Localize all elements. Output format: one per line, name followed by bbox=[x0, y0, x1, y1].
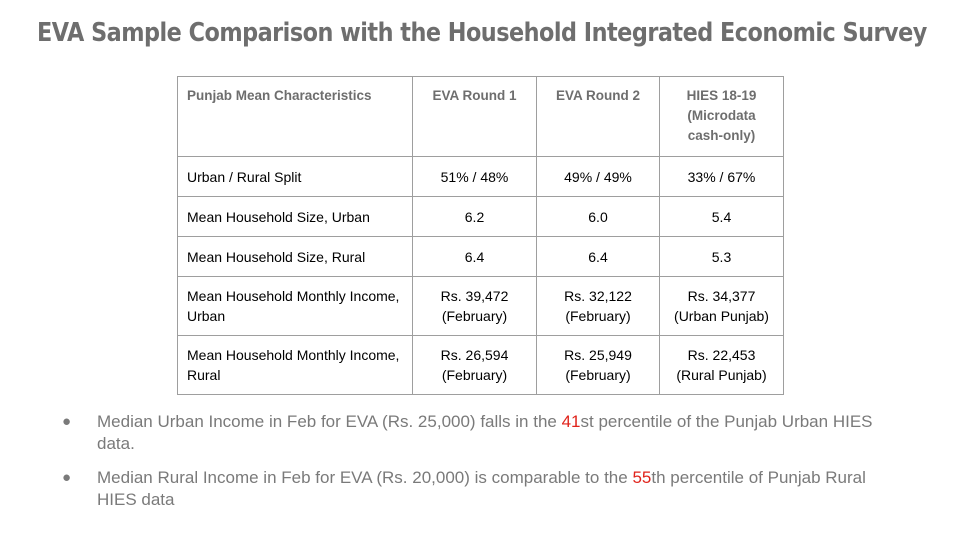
hies-value: 5.3 bbox=[659, 236, 784, 277]
eva-round-1-note: (February) bbox=[441, 308, 508, 324]
eva-round-2-value: 6.4 bbox=[536, 236, 660, 277]
highlighted-percentile: 55 bbox=[632, 468, 652, 487]
eva-round-2-note: (February) bbox=[565, 367, 631, 383]
header-hies: HIES 18-19 (Microdata cash-only) bbox=[659, 76, 784, 157]
eva-round-1-cell: Rs. 26,594 (February) bbox=[412, 335, 537, 395]
table-row: Mean Household Monthly Income, Rural Rs.… bbox=[177, 335, 784, 395]
table-row: Mean Household Size, Rural 6.4 6.4 5.3 bbox=[177, 236, 784, 277]
row-label: Mean Household Size, Rural bbox=[177, 236, 413, 277]
header-characteristics: Punjab Mean Characteristics bbox=[177, 76, 413, 157]
eva-round-2-value: 6.0 bbox=[536, 196, 660, 237]
eva-round-2-cell: Rs. 25,949 (February) bbox=[536, 335, 660, 395]
summary-bullets: ● Median Urban Income in Feb for EVA (Rs… bbox=[62, 411, 892, 523]
eva-round-2-cell: Rs. 32,122 (February) bbox=[536, 276, 660, 336]
hies-value: Rs. 22,453 bbox=[687, 347, 756, 363]
bullet-text-before: Median Urban Income in Feb for EVA (Rs. … bbox=[97, 412, 562, 431]
bullet-item: ● Median Rural Income in Feb for EVA (Rs… bbox=[62, 467, 892, 511]
eva-round-2-value: 49% / 49% bbox=[536, 156, 660, 197]
hies-note: (Urban Punjab) bbox=[674, 308, 769, 324]
eva-round-2-value: Rs. 32,122 bbox=[564, 288, 632, 304]
eva-round-1-cell: Rs. 39,472 (February) bbox=[412, 276, 537, 336]
hies-value: 33% / 67% bbox=[659, 156, 784, 197]
eva-round-1-value: 6.2 bbox=[412, 196, 537, 237]
hies-value: 5.4 bbox=[659, 196, 784, 237]
table-row: Mean Household Size, Urban 6.2 6.0 5.4 bbox=[177, 196, 784, 237]
row-label: Urban / Rural Split bbox=[177, 156, 413, 197]
eva-round-1-value: 51% / 48% bbox=[412, 156, 537, 197]
hies-cell: Rs. 34,377 (Urban Punjab) bbox=[659, 276, 784, 336]
eva-round-2-value: Rs. 25,949 bbox=[564, 347, 632, 363]
bullet-icon: ● bbox=[62, 469, 72, 486]
row-label: Mean Household Size, Urban bbox=[177, 196, 413, 237]
eva-round-2-note: (February) bbox=[565, 308, 631, 324]
bullet-text-after: th percentile of Punjab Rural HIES data bbox=[97, 468, 866, 509]
hies-value: Rs. 34,377 bbox=[687, 288, 756, 304]
hies-note: (Rural Punjab) bbox=[676, 367, 767, 383]
bullet-icon: ● bbox=[62, 413, 72, 430]
table-row: Urban / Rural Split 51% / 48% 49% / 49% … bbox=[177, 156, 784, 197]
table-row: Mean Household Monthly Income, Urban Rs.… bbox=[177, 276, 784, 336]
eva-round-1-note: (February) bbox=[441, 367, 508, 383]
bullet-item: ● Median Urban Income in Feb for EVA (Rs… bbox=[62, 411, 892, 455]
eva-round-1-value: Rs. 26,594 bbox=[440, 347, 509, 363]
highlighted-percentile: 41 bbox=[561, 412, 581, 431]
row-label: Mean Household Monthly Income, Urban bbox=[177, 276, 413, 336]
eva-round-1-value: Rs. 39,472 bbox=[440, 288, 509, 304]
slide-title: EVA Sample Comparison with the Household… bbox=[37, 18, 927, 48]
bullet-text-before: Median Rural Income in Feb for EVA (Rs. … bbox=[97, 468, 633, 487]
eva-round-1-value: 6.4 bbox=[412, 236, 537, 277]
header-eva-round-1: EVA Round 1 bbox=[412, 76, 537, 157]
header-eva-round-2: EVA Round 2 bbox=[536, 76, 660, 157]
comparison-table: Punjab Mean Characteristics EVA Round 1 … bbox=[177, 76, 784, 395]
hies-cell: Rs. 22,453 (Rural Punjab) bbox=[659, 335, 784, 395]
table-header-row: Punjab Mean Characteristics EVA Round 1 … bbox=[177, 76, 784, 157]
row-label: Mean Household Monthly Income, Rural bbox=[177, 335, 413, 395]
bullet-text-after: st percentile of the Punjab Urban HIES d… bbox=[97, 412, 873, 453]
